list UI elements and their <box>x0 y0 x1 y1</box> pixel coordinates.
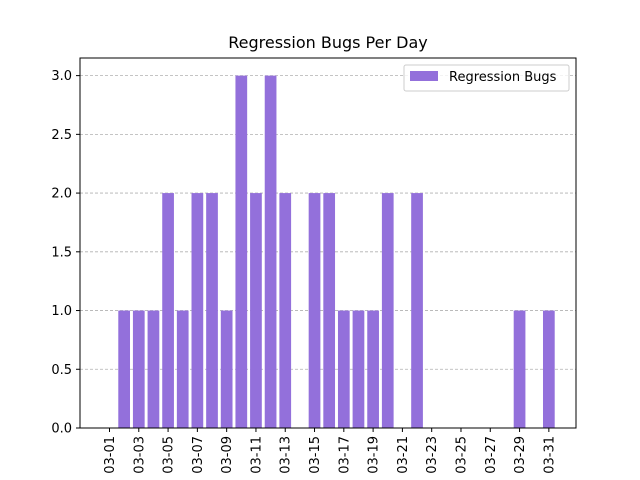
bar <box>206 193 218 428</box>
x-tick-label: 03-01 <box>103 436 118 474</box>
x-tick-label: 03-17 <box>337 436 352 474</box>
bar <box>235 75 248 428</box>
y-tick-label: 2.0 <box>51 187 72 202</box>
x-tick-label: 03-21 <box>396 436 411 474</box>
bar <box>132 310 145 428</box>
plot-frame <box>79 57 577 429</box>
legend: Regression Bugs <box>403 64 570 92</box>
bar <box>279 193 292 428</box>
x-tick-label: 03-09 <box>220 436 235 474</box>
x-tick-label: 03-03 <box>132 436 147 474</box>
x-tick-label: 03-19 <box>367 436 382 474</box>
bar <box>542 310 555 428</box>
legend-box <box>403 64 570 92</box>
x-tick-label: 03-25 <box>454 436 469 474</box>
y-tick-label: 3.0 <box>51 69 72 84</box>
y-tick-label: 0.0 <box>51 422 72 437</box>
y-tick-label: 1.0 <box>51 304 72 319</box>
bar <box>367 310 379 428</box>
x-axis: 03-01 03-03 03-05 03-07 03-09 03-11 03-13 03-15… <box>103 428 557 474</box>
bar <box>250 193 262 428</box>
x-tick-label: 03-23 <box>425 436 440 474</box>
x-tick-label: 03-07 <box>191 436 206 474</box>
y-tick-label: 0.5 <box>51 363 72 378</box>
bar <box>411 193 423 428</box>
bar <box>381 193 394 428</box>
bar <box>308 193 321 428</box>
x-tick-label: 03-11 <box>249 436 264 474</box>
y-tick-label: 2.5 <box>51 128 72 143</box>
bar <box>513 310 526 428</box>
bar <box>220 310 233 428</box>
y-axis: 0.0 0.5 1.0 1.5 2.0 2.5 3.0 <box>51 69 80 437</box>
bar <box>162 193 174 428</box>
x-tick-label: 03-05 <box>162 436 177 474</box>
x-tick-label: 03-31 <box>542 436 557 474</box>
legend-label: Regression Bugs <box>449 70 557 85</box>
x-tick-label: 03-13 <box>279 436 294 474</box>
bar <box>147 310 160 428</box>
bar <box>323 193 336 428</box>
y-tick-label: 1.5 <box>51 245 72 260</box>
bar <box>337 310 350 428</box>
bar <box>176 310 189 428</box>
x-tick-label: 03-27 <box>484 436 499 474</box>
x-tick-label: 03-29 <box>513 436 528 474</box>
bar <box>118 310 131 428</box>
chart-title: Regression Bugs Per Day <box>228 33 427 52</box>
x-tick-label: 03-15 <box>308 436 323 474</box>
bar <box>352 310 365 428</box>
legend-swatch <box>410 71 438 81</box>
bar <box>264 75 277 428</box>
bars <box>118 75 555 428</box>
bar <box>191 193 204 428</box>
